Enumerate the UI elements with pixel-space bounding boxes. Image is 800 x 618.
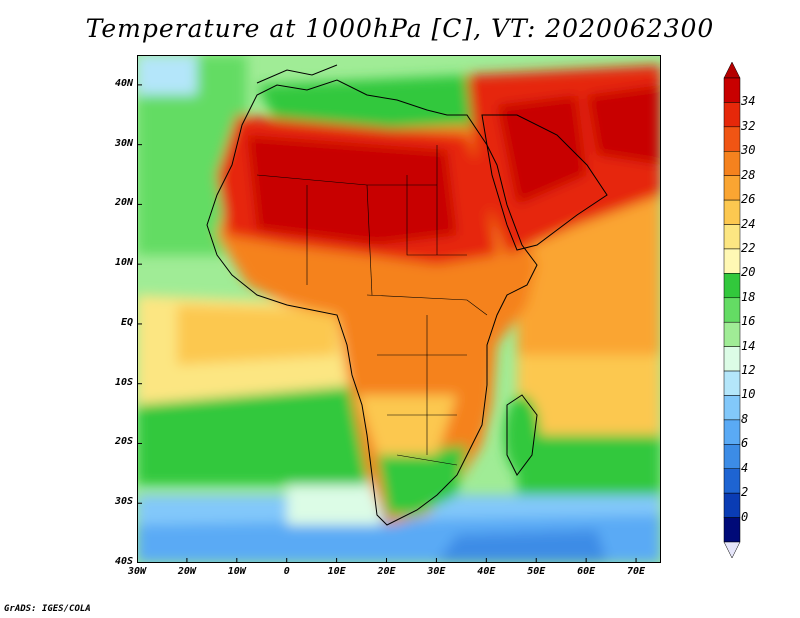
colorbar-swatch <box>723 419 741 445</box>
colorbar-level-label: 10 <box>741 387 756 402</box>
colorbar-swatch <box>723 199 741 225</box>
map-panel <box>137 55 661 563</box>
colorbar-swatch <box>723 297 741 323</box>
colorbar-level-label: 2 <box>741 485 749 500</box>
lat-label: 40N <box>114 77 133 89</box>
lon-label: 70E <box>627 566 646 577</box>
colorbar-level-label: 0 <box>741 509 749 524</box>
colorbar-swatch <box>723 517 741 543</box>
colorbar-level-label: 32 <box>741 118 756 133</box>
colorbar-swatch <box>723 102 741 128</box>
colorbar-level-label: 24 <box>741 216 756 231</box>
cold-core-south <box>437 530 607 563</box>
colorbar-level-label: 28 <box>741 167 756 182</box>
lat-label: 40S <box>114 556 133 567</box>
temperature-field <box>137 55 661 563</box>
lon-label: 10E <box>327 566 346 577</box>
lat-label: 30N <box>114 137 133 149</box>
colorbar-level-label: 12 <box>741 363 756 378</box>
lat-label: 10S <box>114 376 133 388</box>
colorbar-swatch <box>723 224 741 250</box>
colorbar-under-triangle <box>723 541 741 558</box>
border-9 <box>396 454 458 466</box>
lat-label: 10N <box>114 257 133 269</box>
colorbar-swatch <box>723 321 741 347</box>
colorbar-swatch <box>723 151 741 176</box>
sahara-core <box>247 135 457 245</box>
arabia-coast <box>481 114 608 251</box>
colorbar-swatch <box>723 126 741 152</box>
lat-label: 20N <box>114 197 133 209</box>
lat-label: EQ <box>120 316 133 328</box>
lon-label: 60E <box>577 566 596 577</box>
colorbar-swatch <box>723 492 741 518</box>
colorbar <box>723 62 741 558</box>
colorbar-swatch <box>723 248 741 274</box>
colorbar-level-label: 8 <box>741 411 749 426</box>
colorbar-swatch <box>723 370 741 396</box>
border-6 <box>366 294 488 316</box>
colorbar-level-label: 20 <box>741 265 756 280</box>
colorbar-swatch <box>723 175 741 201</box>
temperature-map <box>137 55 661 563</box>
tick-marks <box>137 84 637 563</box>
colorbar-level-label: 34 <box>741 94 756 109</box>
lon-label: 0 <box>283 566 290 577</box>
colorbar-level-label: 4 <box>741 460 749 475</box>
grads-credit: GrADS: IGES/COLA <box>4 604 91 614</box>
border-4 <box>406 175 467 256</box>
madagascar <box>504 395 540 475</box>
chart-title: Temperature at 1000hPa [C], VT: 20200623… <box>85 14 715 43</box>
colorbar-swatch <box>723 273 741 299</box>
lon-label: 20W <box>177 566 196 577</box>
madagascar-coast <box>506 394 538 476</box>
map-frame <box>137 55 661 563</box>
colorbar-level-label: 6 <box>741 436 749 451</box>
colorbar-level-label: 22 <box>741 240 756 255</box>
colorbar-level-label: 26 <box>741 192 756 207</box>
colorbar-level-label: 30 <box>741 143 756 158</box>
lat-label: 20S <box>114 436 133 448</box>
colorbar-swatch <box>723 395 741 421</box>
borders <box>256 145 488 466</box>
colorbar-level-label: 14 <box>741 338 756 353</box>
colorbar-over-triangle <box>723 62 741 79</box>
guinea-warmer <box>177 305 337 365</box>
colorbar-swatch <box>723 77 741 103</box>
southern-africa-mild <box>357 395 457 455</box>
africa-coast <box>206 79 538 526</box>
border-3 <box>366 184 373 296</box>
colorbar-level-label: 18 <box>741 289 756 304</box>
colorbar-swatch <box>723 444 741 469</box>
lon-label: 30E <box>427 566 446 577</box>
iran-core <box>587 85 661 165</box>
colorbar-swatch <box>723 346 741 372</box>
indian-ocean-green <box>517 435 661 495</box>
lon-label: 30W <box>127 566 147 577</box>
coastlines <box>206 64 608 526</box>
lat-label: 30S <box>114 496 133 508</box>
lon-label: 20E <box>377 566 396 577</box>
lon-label: 40E <box>477 566 496 577</box>
colorbar-swatch <box>723 468 741 494</box>
southern-africa-green <box>377 445 467 515</box>
europe-coast <box>256 64 338 84</box>
colorbar-level-label: 16 <box>741 314 756 329</box>
north-atlantic-cool <box>137 55 197 95</box>
arabia-core <box>497 95 587 205</box>
lon-label: 50E <box>527 566 546 577</box>
lon-label: 10W <box>227 566 246 577</box>
